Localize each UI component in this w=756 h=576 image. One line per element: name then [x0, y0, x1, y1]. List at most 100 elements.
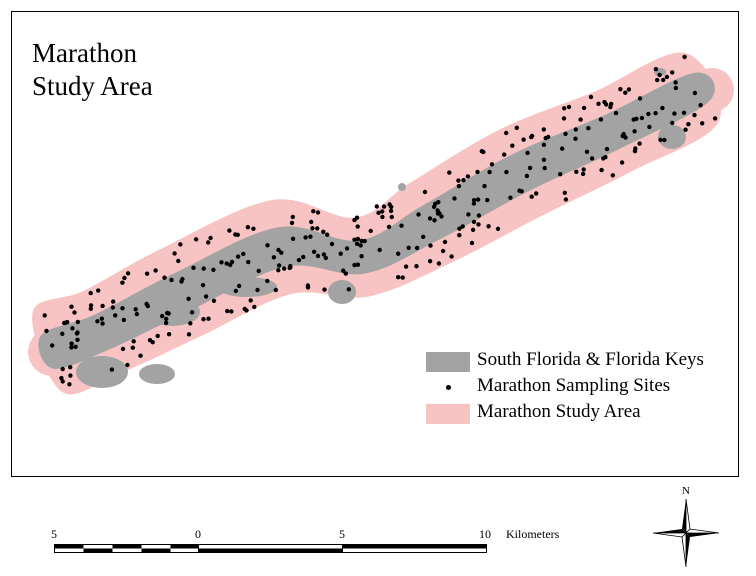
sampling-site-197	[456, 178, 461, 183]
sampling-site-244	[574, 169, 579, 174]
sampling-site-70	[233, 288, 238, 294]
sampling-site-282	[672, 111, 677, 116]
sampling-site-135	[341, 268, 346, 273]
sampling-site-12	[50, 343, 55, 348]
sampling-site-215	[476, 222, 481, 227]
sampling-site-279	[692, 90, 698, 96]
sampling-site-30	[169, 277, 174, 283]
scale-label-10: 10	[479, 527, 491, 541]
sampling-site-162	[359, 254, 364, 259]
sampling-site-1	[44, 328, 49, 334]
sampling-site-33	[133, 307, 138, 312]
sampling-site-223	[475, 169, 480, 175]
sampling-site-291	[623, 135, 628, 140]
sampling-site-107	[235, 254, 241, 259]
sampling-site-233	[504, 130, 509, 136]
sampling-site-309	[673, 85, 679, 91]
keys-island-3	[217, 277, 277, 297]
sampling-site-258	[563, 131, 568, 136]
legend-label-sites: Marathon Sampling Sites	[477, 375, 671, 396]
sampling-site-92	[241, 251, 246, 257]
sampling-site-31	[134, 311, 140, 317]
sampling-site-95	[276, 268, 281, 273]
keys-island-10	[398, 183, 406, 191]
sampling-site-45	[95, 319, 100, 324]
sampling-site-63	[110, 305, 116, 310]
sampling-site-53	[164, 316, 169, 322]
sampling-site-36	[131, 339, 136, 344]
sampling-site-39	[165, 310, 170, 316]
sampling-site-101	[193, 237, 199, 242]
sampling-site-278	[655, 77, 660, 83]
sampling-site-178	[352, 237, 357, 242]
map-title-line1: Marathon	[32, 38, 137, 68]
sampling-site-131	[322, 287, 327, 292]
sampling-site-305	[632, 129, 637, 134]
sampling-site-212	[452, 196, 457, 201]
map-title: Marathon Study Area	[32, 37, 153, 103]
sampling-site-281	[602, 99, 607, 105]
sampling-site-179	[362, 238, 367, 244]
sampling-site-240	[598, 117, 604, 122]
sampling-site-226	[573, 136, 578, 141]
sampling-site-174	[399, 223, 404, 228]
sampling-site-90	[208, 235, 213, 241]
sampling-site-238	[524, 173, 530, 179]
sampling-site-11	[109, 367, 115, 372]
sampling-site-184	[422, 189, 428, 195]
sampling-site-206	[471, 201, 477, 206]
sampling-site-19	[60, 366, 65, 372]
sampling-site-295	[683, 127, 688, 132]
sampling-site-299	[692, 112, 697, 118]
sampling-site-102	[276, 247, 281, 253]
sampling-site-71	[229, 309, 234, 314]
legend-label-study-area: Marathon Study Area	[477, 401, 641, 422]
sampling-site-307	[662, 137, 667, 143]
sampling-site-62	[99, 316, 105, 321]
sampling-site-161	[380, 209, 385, 214]
sampling-site-91	[279, 250, 284, 255]
sampling-site-133	[309, 219, 314, 225]
sampling-site-47	[125, 362, 130, 368]
sampling-site-260	[603, 155, 608, 160]
sampling-site-287	[698, 103, 703, 108]
sampling-site-171	[414, 264, 419, 269]
sampling-site-303	[633, 146, 638, 151]
sampling-site-83	[276, 263, 282, 268]
sampling-site-293	[618, 87, 623, 92]
sampling-site-37	[186, 332, 192, 337]
sampling-site-35	[144, 271, 150, 276]
sampling-site-168	[354, 215, 360, 220]
sampling-site-166	[396, 251, 401, 256]
sampling-site-254	[610, 173, 615, 178]
sampling-site-67	[206, 240, 211, 245]
keys-island-2	[144, 298, 200, 326]
sampling-site-136	[301, 254, 306, 260]
sampling-site-2	[69, 341, 74, 346]
sampling-site-21	[60, 379, 65, 384]
sampling-site-157	[386, 224, 392, 229]
sampling-site-245	[581, 167, 586, 172]
sampling-site-103	[179, 279, 184, 284]
sampling-site-142	[343, 271, 348, 276]
sampling-site-77	[186, 296, 191, 301]
sampling-site-79	[248, 298, 253, 303]
sampling-site-116	[315, 253, 321, 259]
sampling-site-28	[100, 321, 105, 326]
sampling-site-109	[211, 267, 216, 272]
sampling-site-192	[461, 178, 466, 183]
sampling-site-249	[586, 126, 591, 131]
sampling-site-216	[457, 233, 462, 238]
sampling-site-186	[433, 201, 438, 206]
sampling-site-153	[400, 275, 405, 280]
sampling-site-94	[228, 262, 233, 268]
sampling-site-114	[311, 209, 316, 214]
sampling-site-191	[471, 219, 477, 225]
sampling-site-147	[427, 259, 433, 264]
sampling-site-205	[432, 218, 437, 223]
sampling-site-128	[344, 246, 350, 251]
sampling-site-149	[376, 210, 381, 215]
sampling-site-189	[471, 198, 477, 203]
sampling-site-160	[406, 245, 411, 250]
sampling-site-193	[489, 162, 495, 167]
